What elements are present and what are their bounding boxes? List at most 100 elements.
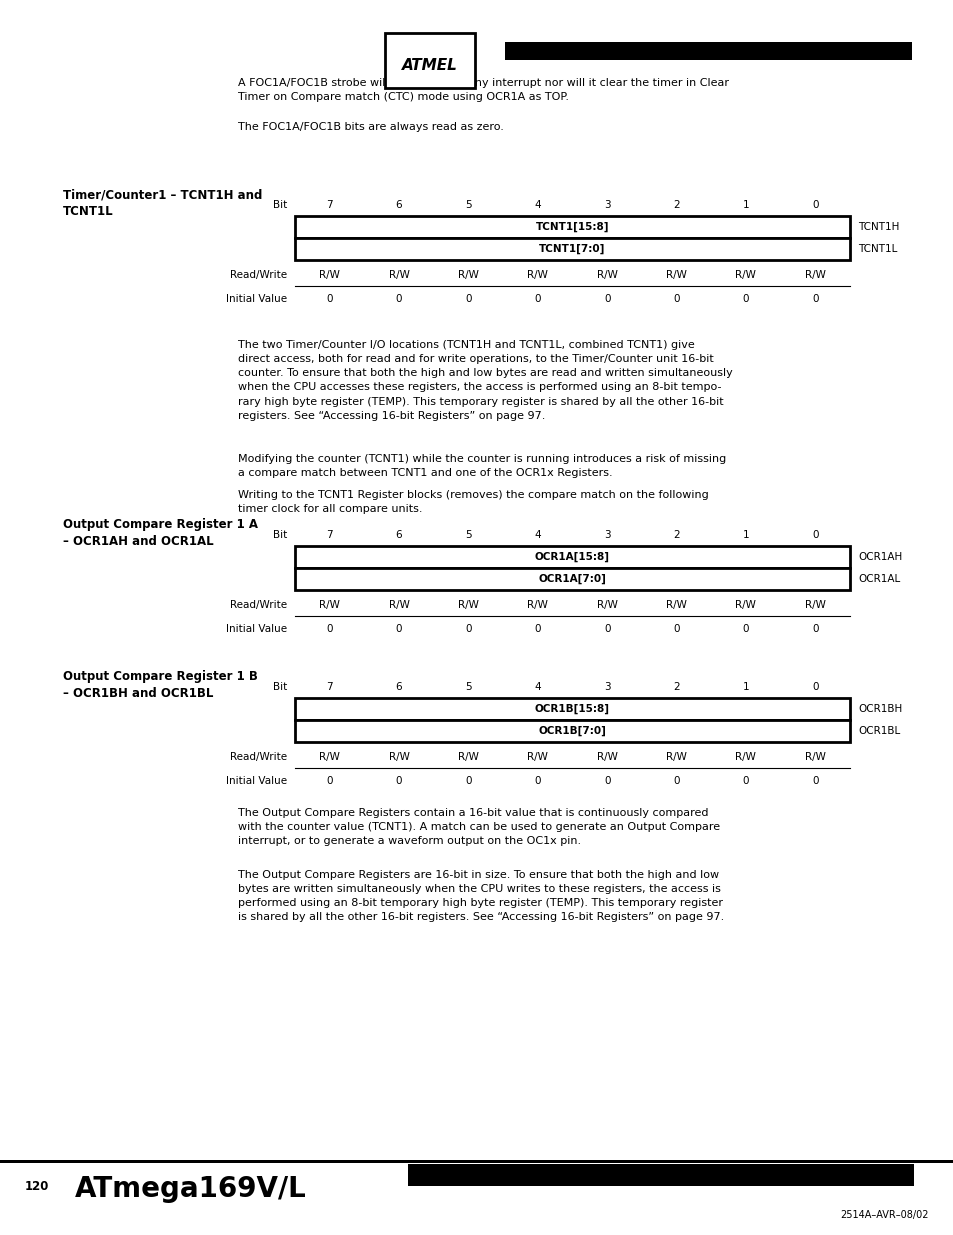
Text: A FOC1A/FOC1B strobe will not generate any interrupt nor will it clear the timer: A FOC1A/FOC1B strobe will not generate a…	[237, 78, 728, 103]
Text: R/W: R/W	[457, 752, 478, 762]
Text: TCNT1[7:0]: TCNT1[7:0]	[538, 243, 605, 254]
Text: R/W: R/W	[388, 600, 409, 610]
Bar	[0, 1160, 953, 1163]
Text: 5: 5	[465, 682, 471, 692]
Text: 3: 3	[603, 682, 610, 692]
Text: R/W: R/W	[457, 600, 478, 610]
Text: R/W: R/W	[735, 600, 756, 610]
Text: 5: 5	[465, 200, 471, 210]
Text: 3: 3	[603, 530, 610, 540]
Text: Initial Value: Initial Value	[226, 776, 287, 785]
Text: R/W: R/W	[597, 600, 617, 610]
Text: R/W: R/W	[597, 752, 617, 762]
Text: ATmega169V/L: ATmega169V/L	[75, 1174, 307, 1203]
Text: The FOC1A/FOC1B bits are always read as zero.: The FOC1A/FOC1B bits are always read as …	[237, 122, 503, 132]
Text: R/W: R/W	[319, 270, 340, 280]
Bar	[294, 720, 849, 742]
Text: 4: 4	[534, 200, 540, 210]
Bar	[408, 1165, 913, 1186]
Text: 0: 0	[465, 624, 471, 634]
Text: 0: 0	[326, 624, 333, 634]
Text: OCR1AL: OCR1AL	[857, 574, 900, 584]
Text: R/W: R/W	[319, 752, 340, 762]
Text: R/W: R/W	[319, 600, 340, 610]
Text: 2: 2	[673, 682, 679, 692]
Text: 7: 7	[326, 682, 333, 692]
Text: R/W: R/W	[804, 270, 825, 280]
Text: R/W: R/W	[527, 752, 548, 762]
Text: 0: 0	[465, 776, 471, 785]
Text: 2: 2	[673, 530, 679, 540]
Text: 0: 0	[673, 294, 679, 304]
Text: R/W: R/W	[804, 600, 825, 610]
Bar	[504, 42, 911, 61]
Text: 0: 0	[326, 294, 333, 304]
Text: Bit: Bit	[273, 682, 287, 692]
Text: 1: 1	[741, 200, 748, 210]
Text: The two Timer/Counter I/O locations (TCNT1H and TCNT1L, combined TCNT1) give
dir: The two Timer/Counter I/O locations (TCN…	[237, 340, 732, 421]
Text: 0: 0	[673, 624, 679, 634]
Text: 6: 6	[395, 200, 402, 210]
Text: TCNT1L: TCNT1L	[857, 245, 897, 254]
Text: 0: 0	[673, 776, 679, 785]
Bar	[294, 546, 849, 568]
Text: Writing to the TCNT1 Register blocks (removes) the compare match on the followin: Writing to the TCNT1 Register blocks (re…	[237, 490, 708, 514]
Text: OCR1B[15:8]: OCR1B[15:8]	[535, 704, 609, 714]
Text: 2514A–AVR–08/02: 2514A–AVR–08/02	[840, 1210, 928, 1220]
Text: 4: 4	[534, 682, 540, 692]
Text: OCR1BL: OCR1BL	[857, 726, 900, 736]
Bar	[294, 238, 849, 261]
Text: 1: 1	[741, 530, 748, 540]
Text: 0: 0	[741, 294, 748, 304]
Text: 120: 120	[25, 1179, 50, 1193]
Text: R/W: R/W	[665, 752, 686, 762]
Text: 0: 0	[395, 624, 402, 634]
Text: Timer/Counter1 – TCNT1H and
TCNT1L: Timer/Counter1 – TCNT1H and TCNT1L	[63, 188, 262, 219]
Text: 0: 0	[811, 624, 818, 634]
Text: 4: 4	[534, 530, 540, 540]
Text: OCR1B[7:0]: OCR1B[7:0]	[538, 726, 606, 736]
Text: 0: 0	[811, 294, 818, 304]
Text: 6: 6	[395, 530, 402, 540]
Text: R/W: R/W	[597, 270, 617, 280]
Text: Bit: Bit	[273, 530, 287, 540]
Bar	[294, 568, 849, 590]
Text: The Output Compare Registers contain a 16-bit value that is continuously compare: The Output Compare Registers contain a 1…	[237, 808, 720, 846]
Text: 0: 0	[603, 776, 610, 785]
Text: Output Compare Register 1 B
– OCR1BH and OCR1BL: Output Compare Register 1 B – OCR1BH and…	[63, 671, 257, 700]
Text: 7: 7	[326, 530, 333, 540]
Text: R/W: R/W	[735, 752, 756, 762]
Text: OCR1AH: OCR1AH	[857, 552, 902, 562]
Text: 0: 0	[326, 776, 333, 785]
Text: R/W: R/W	[665, 270, 686, 280]
Text: 0: 0	[603, 624, 610, 634]
Bar	[294, 698, 849, 720]
Text: Read/Write: Read/Write	[230, 752, 287, 762]
Text: R/W: R/W	[527, 600, 548, 610]
Text: OCR1A[15:8]: OCR1A[15:8]	[535, 552, 609, 562]
Text: 0: 0	[395, 294, 402, 304]
Bar	[294, 216, 849, 238]
Text: Read/Write: Read/Write	[230, 270, 287, 280]
Text: 2: 2	[673, 200, 679, 210]
Text: Output Compare Register 1 A
– OCR1AH and OCR1AL: Output Compare Register 1 A – OCR1AH and…	[63, 517, 257, 548]
Text: 0: 0	[741, 776, 748, 785]
Text: Read/Write: Read/Write	[230, 600, 287, 610]
Text: 1: 1	[741, 682, 748, 692]
Text: 0: 0	[811, 682, 818, 692]
Text: Initial Value: Initial Value	[226, 624, 287, 634]
Text: OCR1A[7:0]: OCR1A[7:0]	[538, 574, 606, 584]
Text: 0: 0	[811, 530, 818, 540]
Text: 0: 0	[811, 776, 818, 785]
Text: 0: 0	[395, 776, 402, 785]
Text: 0: 0	[741, 624, 748, 634]
Text: R/W: R/W	[388, 752, 409, 762]
Text: 0: 0	[534, 624, 540, 634]
Text: 5: 5	[465, 530, 471, 540]
Text: 3: 3	[603, 200, 610, 210]
Text: R/W: R/W	[735, 270, 756, 280]
Text: Modifying the counter (TCNT1) while the counter is running introduces a risk of : Modifying the counter (TCNT1) while the …	[237, 454, 725, 478]
Text: 6: 6	[395, 682, 402, 692]
Text: TCNT1[15:8]: TCNT1[15:8]	[536, 222, 609, 232]
Bar	[385, 33, 475, 88]
